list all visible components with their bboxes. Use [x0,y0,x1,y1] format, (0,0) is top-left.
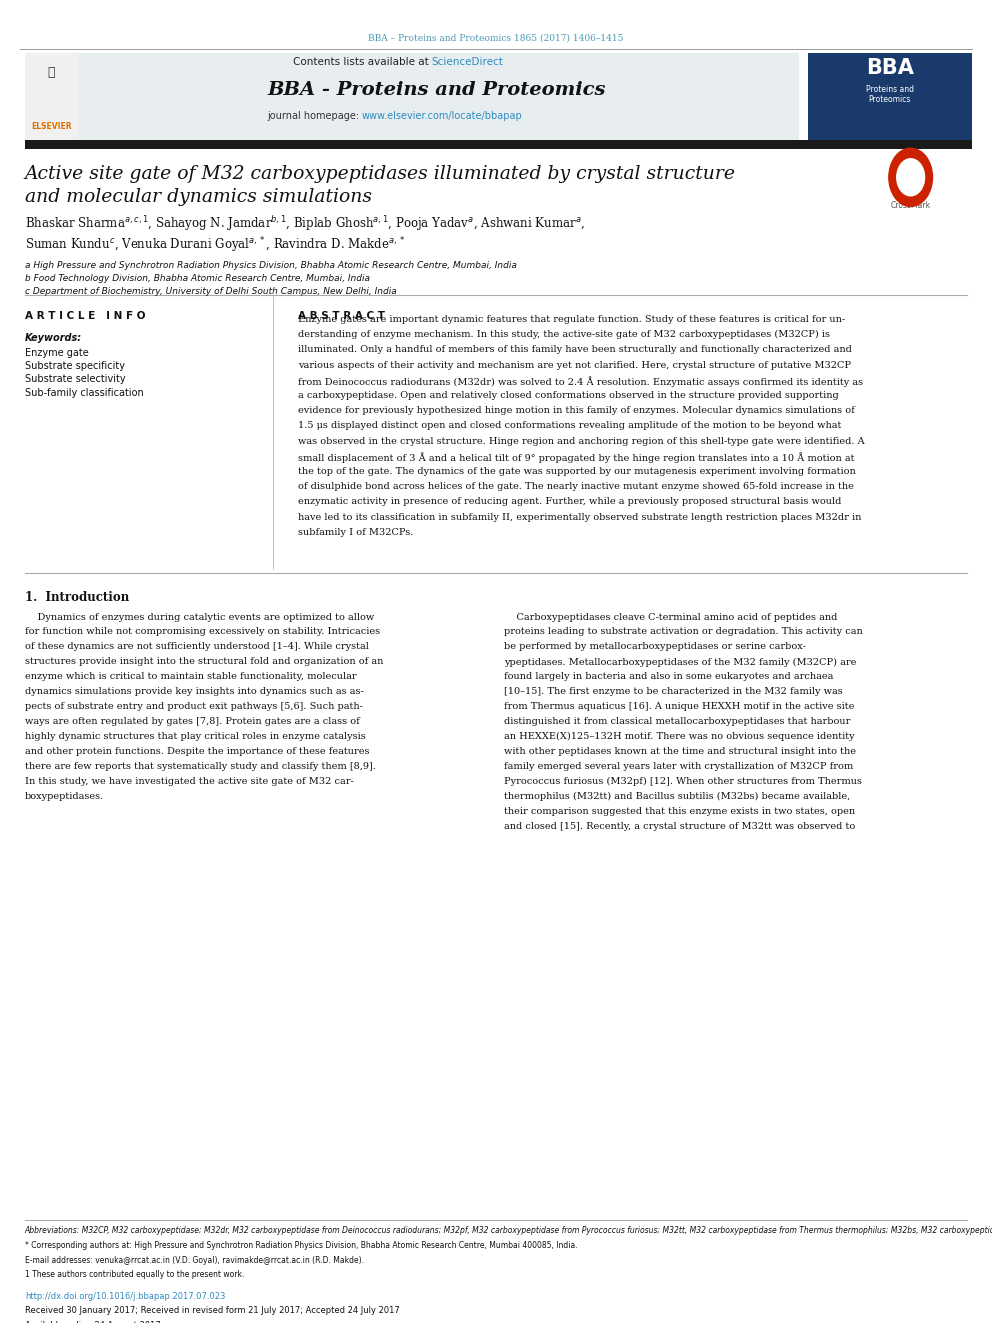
Text: for function while not compromising excessively on stability. Intricacies: for function while not compromising exce… [25,627,380,636]
Text: Contents lists available at: Contents lists available at [293,57,432,67]
Text: ELSEVIER: ELSEVIER [32,122,71,131]
Circle shape [889,148,932,206]
Text: 1 These authors contributed equally to the present work.: 1 These authors contributed equally to t… [25,1270,244,1279]
Text: dynamics simulations provide key insights into dynamics such as as-: dynamics simulations provide key insight… [25,688,363,696]
Text: pects of substrate entry and product exit pathways [5,6]. Such path-: pects of substrate entry and product exi… [25,703,363,712]
Text: 1.  Introduction: 1. Introduction [25,591,129,605]
Text: a High Pressure and Synchrotron Radiation Physics Division, Bhabha Atomic Resear: a High Pressure and Synchrotron Radiatio… [25,261,517,270]
Text: Proteomics: Proteomics [869,95,911,105]
Text: a carboxypeptidase. Open and relatively closed conformations observed in the str: a carboxypeptidase. Open and relatively … [298,392,838,400]
Text: [10–15]. The first enzyme to be characterized in the M32 family was: [10–15]. The first enzyme to be characte… [504,688,842,696]
Text: an HEXXE(X)125–132H motif. There was no obvious sequence identity: an HEXXE(X)125–132H motif. There was no … [504,732,854,741]
Text: structures provide insight into the structural fold and organization of an: structures provide insight into the stru… [25,658,383,667]
Text: Enzyme gate: Enzyme gate [25,348,88,359]
Text: there are few reports that systematically study and classify them [8,9].: there are few reports that systematicall… [25,762,376,771]
Text: various aspects of their activity and mechanism are yet not clarified. Here, cry: various aspects of their activity and me… [298,360,850,369]
Bar [25,140,972,149]
Text: subfamily I of M32CPs.: subfamily I of M32CPs. [298,528,413,537]
Text: Available online 24 August 2017: Available online 24 August 2017 [25,1320,161,1323]
Text: the top of the gate. The dynamics of the gate was supported by our mutagenesis e: the top of the gate. The dynamics of the… [298,467,855,476]
Text: and other protein functions. Despite the importance of these features: and other protein functions. Despite the… [25,747,369,757]
Text: found largely in bacteria and also in some eukaryotes and archaea: found largely in bacteria and also in so… [504,672,833,681]
Text: Keywords:: Keywords: [25,333,82,344]
Bar [808,53,972,140]
Text: Substrate specificity: Substrate specificity [25,361,125,372]
Text: have led to its classification in subfamily II, experimentally observed substrat: have led to its classification in subfam… [298,512,861,521]
Text: Received 30 January 2017; Received in revised form 21 July 2017; Accepted 24 Jul: Received 30 January 2017; Received in re… [25,1307,400,1315]
Text: c Department of Biochemistry, University of Delhi South Campus, New Delhi, India: c Department of Biochemistry, University… [25,287,397,296]
Text: with other peptidases known at the time and structural insight into the: with other peptidases known at the time … [504,747,856,757]
Text: journal homepage:: journal homepage: [267,111,362,122]
Text: Enzyme gates are important dynamic features that regulate function. Study of the: Enzyme gates are important dynamic featu… [298,315,845,324]
Text: Carboxypeptidases cleave C-terminal amino acid of peptides and: Carboxypeptidases cleave C-terminal amin… [504,613,837,622]
Text: 1.5 μs displayed distinct open and closed conformations revealing amplitude of t: 1.5 μs displayed distinct open and close… [298,421,841,430]
Text: evidence for previously hypothesized hinge motion in this family of enzymes. Mol: evidence for previously hypothesized hin… [298,406,854,415]
Text: from Thermus aquaticus [16]. A unique HEXXH motif in the active site: from Thermus aquaticus [16]. A unique HE… [504,703,854,712]
Bar [25,53,79,140]
Text: BBA - Proteins and Proteomics: BBA - Proteins and Proteomics [267,81,606,99]
Text: Bhaskar Sharma$^{a,c,1}$, Sahayog N. Jamdar$^{b,1}$, Biplab Ghosh$^{a,1}$, Pooja: Bhaskar Sharma$^{a,c,1}$, Sahayog N. Jam… [25,214,585,233]
Text: their comparison suggested that this enzyme exists in two states, open: their comparison suggested that this enz… [504,807,855,816]
Text: ypeptidases. Metallocarboxypeptidases of the M32 family (M32CP) are: ypeptidases. Metallocarboxypeptidases of… [504,658,856,667]
Text: from Deinococcus radiodurans (M32dr) was solved to 2.4 Å resolution. Enzymatic a: from Deinococcus radiodurans (M32dr) was… [298,376,863,386]
Text: Sub-family classification: Sub-family classification [25,388,144,398]
Text: ScienceDirect: ScienceDirect [432,57,503,67]
Text: A B S T R A C T: A B S T R A C T [298,311,385,321]
Text: E-mail addresses: venuka@rrcat.ac.in (V.D. Goyal), ravimakde@rrcat.ac.in (R.D. M: E-mail addresses: venuka@rrcat.ac.in (V.… [25,1256,364,1265]
Text: * Corresponding authors at: High Pressure and Synchrotron Radiation Physics Divi: * Corresponding authors at: High Pressur… [25,1241,577,1250]
Text: and molecular dynamics simulations: and molecular dynamics simulations [25,188,372,206]
Text: enzymatic activity in presence of reducing agent. Further, while a previously pr: enzymatic activity in presence of reduci… [298,497,841,507]
Text: of disulphide bond across helices of the gate. The nearly inactive mutant enzyme: of disulphide bond across helices of the… [298,483,853,491]
Text: BBA – Proteins and Proteomics 1865 (2017) 1406–1415: BBA – Proteins and Proteomics 1865 (2017… [368,33,624,42]
Text: was observed in the crystal structure. Hinge region and anchoring region of this: was observed in the crystal structure. H… [298,437,864,446]
Text: derstanding of enzyme mechanism. In this study, the active-site gate of M32 carb: derstanding of enzyme mechanism. In this… [298,329,829,339]
Text: Substrate selectivity: Substrate selectivity [25,374,125,385]
Text: thermophilus (M32tt) and Bacillus subtilis (M32bs) became available,: thermophilus (M32tt) and Bacillus subtil… [504,792,850,800]
Text: Dynamics of enzymes during catalytic events are optimized to allow: Dynamics of enzymes during catalytic eve… [25,613,374,622]
Text: http://dx.doi.org/10.1016/j.bbapap.2017.07.023: http://dx.doi.org/10.1016/j.bbapap.2017.… [25,1291,225,1301]
Text: family emerged several years later with crystallization of M32CP from: family emerged several years later with … [504,762,853,771]
Text: www.elsevier.com/locate/bbapap: www.elsevier.com/locate/bbapap [362,111,523,122]
Text: b Food Technology Division, Bhabha Atomic Research Centre, Mumbai, India: b Food Technology Division, Bhabha Atomi… [25,274,370,283]
Text: Active site gate of M32 carboxypeptidases illuminated by crystal structure: Active site gate of M32 carboxypeptidase… [25,165,736,184]
Text: proteins leading to substrate activation or degradation. This activity can: proteins leading to substrate activation… [504,627,863,636]
Text: small displacement of 3 Å and a helical tilt of 9° propagated by the hinge regio: small displacement of 3 Å and a helical … [298,452,854,463]
Text: Pyrococcus furiosus (M32pf) [12]. When other structures from Thermus: Pyrococcus furiosus (M32pf) [12]. When o… [504,777,862,786]
Text: BBA: BBA [866,58,914,78]
Text: enzyme which is critical to maintain stable functionality, molecular: enzyme which is critical to maintain sta… [25,672,356,681]
Text: Proteins and: Proteins and [866,85,914,94]
Text: CrossMark: CrossMark [891,201,930,210]
Bar [79,53,799,140]
Text: 🌳: 🌳 [48,66,56,79]
Text: of these dynamics are not sufficiently understood [1–4]. While crystal: of these dynamics are not sufficiently u… [25,643,369,651]
Text: and closed [15]. Recently, a crystal structure of M32tt was observed to: and closed [15]. Recently, a crystal str… [504,822,855,831]
Text: ways are often regulated by gates [7,8]. Protein gates are a class of: ways are often regulated by gates [7,8].… [25,717,359,726]
Text: highly dynamic structures that play critical roles in enzyme catalysis: highly dynamic structures that play crit… [25,732,365,741]
Text: distinguished it from classical metallocarboxypeptidases that harbour: distinguished it from classical metalloc… [504,717,850,726]
Text: Suman Kundu$^{c}$, Venuka Durani Goyal$^{a,*}$, Ravindra D. Makde$^{a,*}$: Suman Kundu$^{c}$, Venuka Durani Goyal$^… [25,235,405,255]
Text: boxypeptidases.: boxypeptidases. [25,792,104,800]
Text: be performed by metallocarboxypeptidases or serine carbox-: be performed by metallocarboxypeptidases… [504,643,806,651]
Circle shape [897,159,925,196]
Text: A R T I C L E   I N F O: A R T I C L E I N F O [25,311,145,321]
Text: illuminated. Only a handful of members of this family have been structurally and: illuminated. Only a handful of members o… [298,345,851,355]
Text: Abbreviations: M32CP, M32 carboxypeptidase; M32dr, M32 carboxypeptidase from Dei: Abbreviations: M32CP, M32 carboxypeptida… [25,1226,992,1236]
Text: In this study, we have investigated the active site gate of M32 car-: In this study, we have investigated the … [25,777,353,786]
